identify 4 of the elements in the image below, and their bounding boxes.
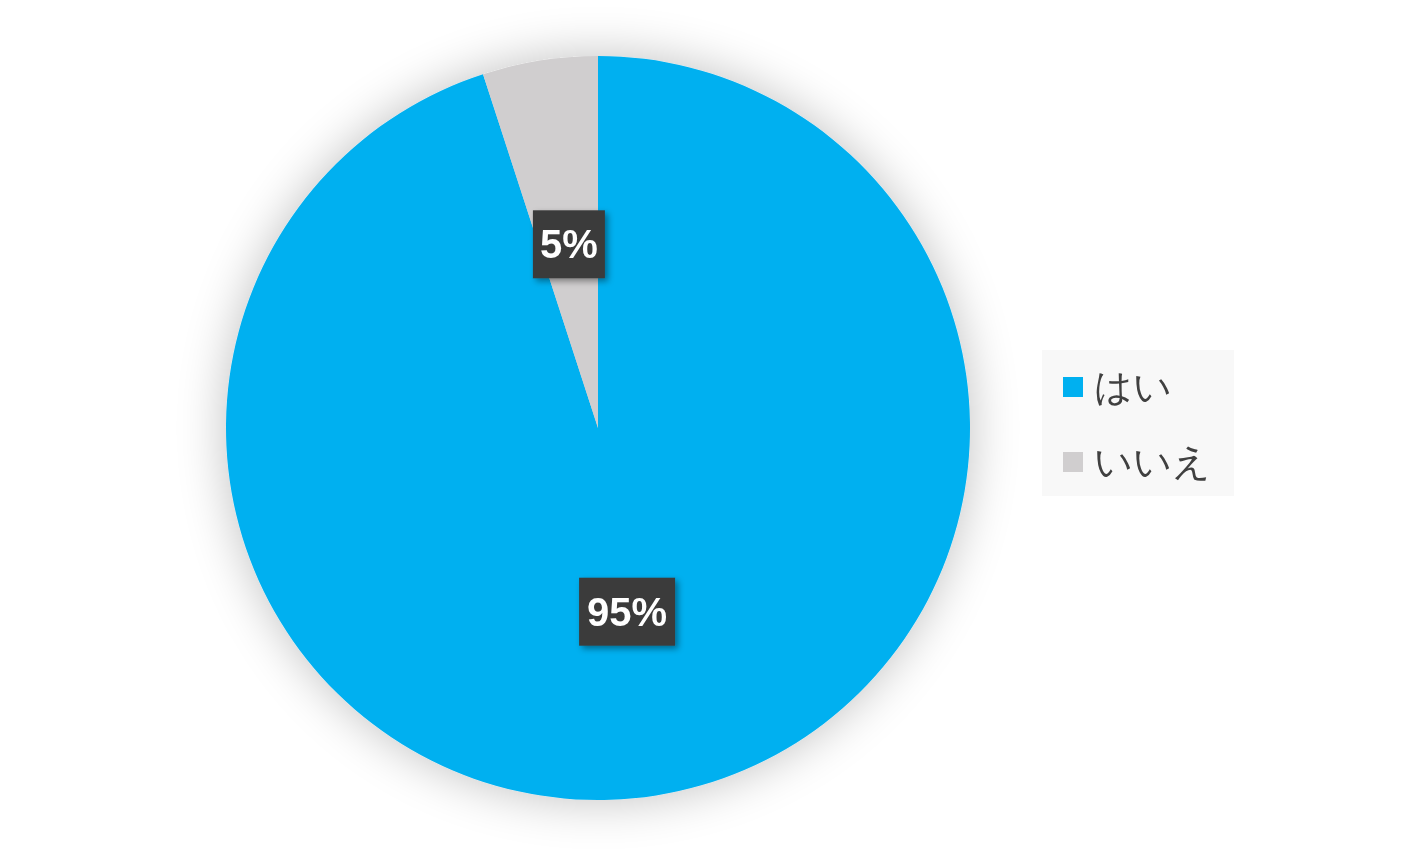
data-label: 5% [540, 222, 598, 267]
legend-label: はい [1094, 365, 1172, 409]
data-label: 95% [587, 589, 668, 634]
legend-label: いいえ [1094, 440, 1211, 484]
